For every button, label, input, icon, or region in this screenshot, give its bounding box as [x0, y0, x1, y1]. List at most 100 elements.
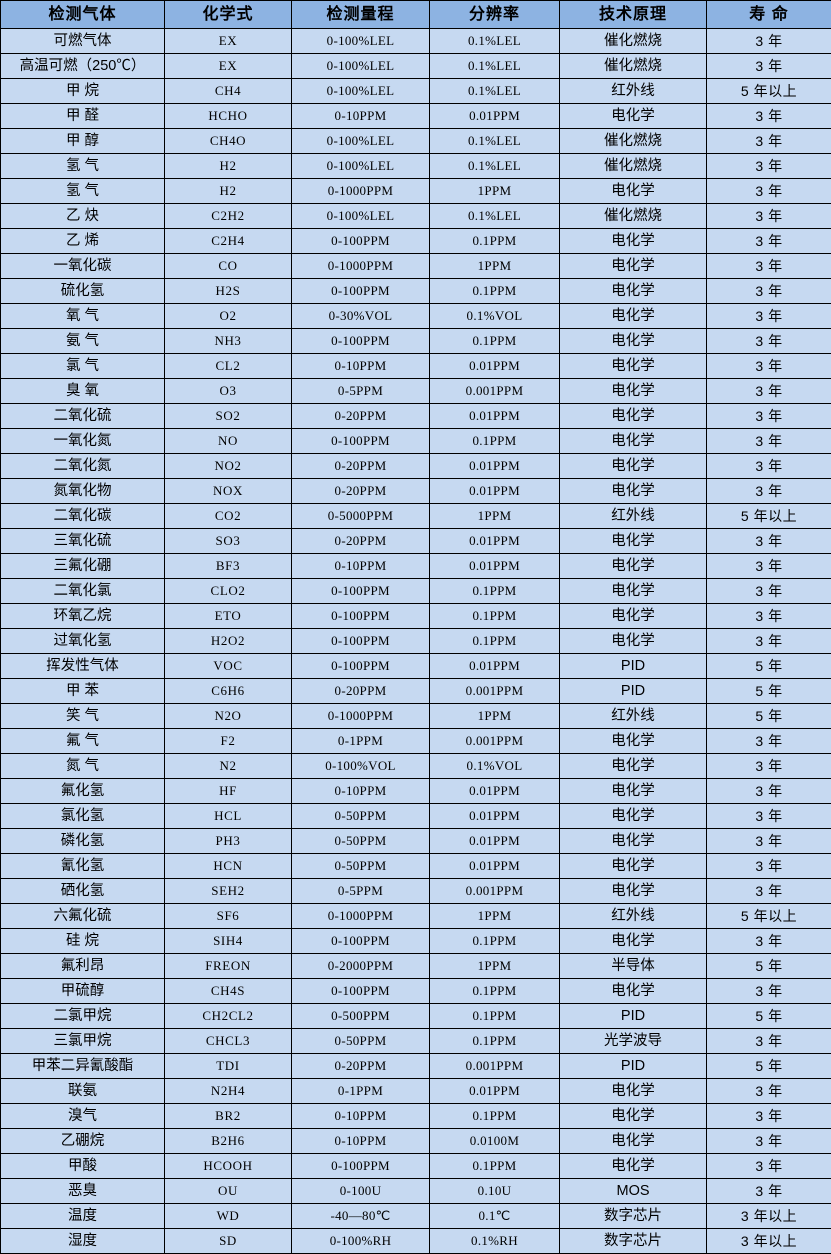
cell-lifetime: 3 年 — [707, 1104, 831, 1129]
cell-chemical-formula: C2H2 — [165, 204, 292, 229]
cell-technology: 电化学 — [560, 454, 707, 479]
cell-resolution: 0.1%LEL — [430, 154, 560, 179]
cell-chemical-formula: EX — [165, 29, 292, 54]
cell-technology: PID — [560, 654, 707, 679]
cell-detection-range: 0-1000PPM — [292, 704, 430, 729]
cell-chemical-formula: H2 — [165, 154, 292, 179]
cell-detection-range: 0-20PPM — [292, 454, 430, 479]
cell-chemical-formula: SIH4 — [165, 929, 292, 954]
cell-technology: 电化学 — [560, 279, 707, 304]
cell-resolution: 0.01PPM — [430, 104, 560, 129]
cell-resolution: 0.1PPM — [430, 604, 560, 629]
cell-gas-name: 氟利昂 — [1, 954, 165, 979]
cell-chemical-formula: SF6 — [165, 904, 292, 929]
cell-detection-range: 0-50PPM — [292, 804, 430, 829]
cell-technology: 电化学 — [560, 929, 707, 954]
cell-resolution: 0.1PPM — [430, 279, 560, 304]
cell-resolution: 0.1PPM — [430, 329, 560, 354]
cell-lifetime: 3 年 — [707, 379, 831, 404]
cell-lifetime: 3 年 — [707, 204, 831, 229]
cell-gas-name: 氟 气 — [1, 729, 165, 754]
cell-resolution: 0.1PPM — [430, 629, 560, 654]
cell-gas-name: 硒化氢 — [1, 879, 165, 904]
cell-lifetime: 3 年 — [707, 454, 831, 479]
cell-detection-range: 0-100PPM — [292, 229, 430, 254]
cell-technology: 电化学 — [560, 804, 707, 829]
cell-gas-name: 二氯甲烷 — [1, 1004, 165, 1029]
cell-resolution: 0.1℃ — [430, 1204, 560, 1229]
cell-resolution: 0.01PPM — [430, 804, 560, 829]
cell-chemical-formula: CLO2 — [165, 579, 292, 604]
cell-technology: PID — [560, 1004, 707, 1029]
cell-gas-name: 一氧化碳 — [1, 254, 165, 279]
cell-detection-range: 0-5PPM — [292, 879, 430, 904]
cell-detection-range: 0-100PPM — [292, 329, 430, 354]
cell-technology: 电化学 — [560, 479, 707, 504]
cell-resolution: 0.01PPM — [430, 479, 560, 504]
cell-gas-name: 硅 烷 — [1, 929, 165, 954]
cell-chemical-formula: HCHO — [165, 104, 292, 129]
cell-technology: 电化学 — [560, 354, 707, 379]
cell-detection-range: 0-10PPM — [292, 1104, 430, 1129]
cell-lifetime: 3 年 — [707, 229, 831, 254]
col-header-gas: 检测气体 — [1, 1, 165, 29]
cell-technology: 电化学 — [560, 879, 707, 904]
cell-resolution: 0.0100M — [430, 1129, 560, 1154]
cell-detection-range: 0-10PPM — [292, 779, 430, 804]
cell-gas-name: 氧 气 — [1, 304, 165, 329]
cell-resolution: 0.1PPM — [430, 1004, 560, 1029]
col-header-resolution: 分辨率 — [430, 1, 560, 29]
cell-detection-range: 0-20PPM — [292, 404, 430, 429]
cell-chemical-formula: N2 — [165, 754, 292, 779]
cell-chemical-formula: WD — [165, 1204, 292, 1229]
cell-technology: 电化学 — [560, 604, 707, 629]
cell-chemical-formula: HF — [165, 779, 292, 804]
cell-detection-range: 0-100%LEL — [292, 29, 430, 54]
cell-chemical-formula: HCOOH — [165, 1154, 292, 1179]
cell-chemical-formula: CH4 — [165, 79, 292, 104]
cell-gas-name: 挥发性气体 — [1, 654, 165, 679]
cell-technology: 电化学 — [560, 754, 707, 779]
cell-lifetime: 3 年 — [707, 354, 831, 379]
cell-lifetime: 3 年 — [707, 879, 831, 904]
cell-resolution: 0.01PPM — [430, 829, 560, 854]
cell-technology: MOS — [560, 1179, 707, 1204]
cell-resolution: 0.01PPM — [430, 554, 560, 579]
cell-resolution: 1PPM — [430, 954, 560, 979]
cell-gas-name: 三氧化硫 — [1, 529, 165, 554]
cell-technology: 电化学 — [560, 404, 707, 429]
cell-chemical-formula: H2 — [165, 179, 292, 204]
cell-gas-name: 三氟化硼 — [1, 554, 165, 579]
cell-chemical-formula: BF3 — [165, 554, 292, 579]
cell-chemical-formula: CH4O — [165, 129, 292, 154]
cell-detection-range: 0-5PPM — [292, 379, 430, 404]
cell-chemical-formula: PH3 — [165, 829, 292, 854]
cell-detection-range: 0-100PPM — [292, 579, 430, 604]
cell-resolution: 0.001PPM — [430, 879, 560, 904]
cell-detection-range: 0-100PPM — [292, 1154, 430, 1179]
cell-chemical-formula: C6H6 — [165, 679, 292, 704]
cell-detection-range: 0-50PPM — [292, 854, 430, 879]
cell-lifetime: 3 年 — [707, 404, 831, 429]
cell-gas-name: 氮 气 — [1, 754, 165, 779]
cell-detection-range: 0-100%LEL — [292, 54, 430, 79]
cell-detection-range: 0-100%VOL — [292, 754, 430, 779]
cell-resolution: 0.01PPM — [430, 404, 560, 429]
cell-gas-name: 硫化氢 — [1, 279, 165, 304]
cell-technology: 电化学 — [560, 1079, 707, 1104]
cell-chemical-formula: OU — [165, 1179, 292, 1204]
cell-resolution: 0.001PPM — [430, 729, 560, 754]
